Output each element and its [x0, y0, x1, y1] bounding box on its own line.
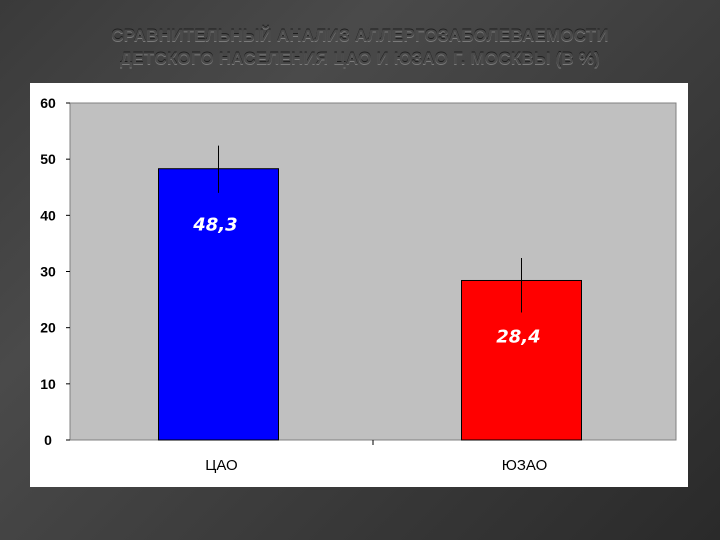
- y-tick-label: 30: [40, 264, 56, 280]
- data-label: 48,3: [192, 214, 237, 235]
- title-line-2: ДЕТСКОГО НАСЕЛЕНИЯ ЦАО И ЮЗАО Г. МОСКВЫ …: [119, 49, 601, 68]
- y-tick-label: 20: [40, 320, 56, 336]
- bar-chart: 0 10 20 30 40 50 60 48,3 ЦАО 28,4 ЮЗАО: [40, 95, 677, 474]
- y-tick-label: 60: [40, 95, 56, 111]
- slide-title: СРАВНИТЕЛЬНЫЙ АНАЛИЗ АЛЛЕРГОЗАБОЛЕВАЕМОС…: [20, 24, 700, 70]
- bar: [158, 168, 279, 441]
- x-category-label: ЮЗАО: [502, 457, 548, 474]
- y-tick-label: 40: [40, 207, 56, 223]
- data-label: 28,4: [496, 326, 540, 347]
- y-tick-label: 50: [40, 151, 56, 167]
- x-category-label: ЦАО: [205, 457, 237, 474]
- y-tick-label: 10: [40, 376, 56, 392]
- title-line-1: СРАВНИТЕЛЬНЫЙ АНАЛИЗ АЛЛЕРГОЗАБОЛЕВАЕМОС…: [111, 26, 609, 45]
- y-tick-label: 0: [44, 432, 52, 448]
- chart-panel: 0 10 20 30 40 50 60 48,3 ЦАО 28,4 ЮЗАО: [30, 83, 688, 487]
